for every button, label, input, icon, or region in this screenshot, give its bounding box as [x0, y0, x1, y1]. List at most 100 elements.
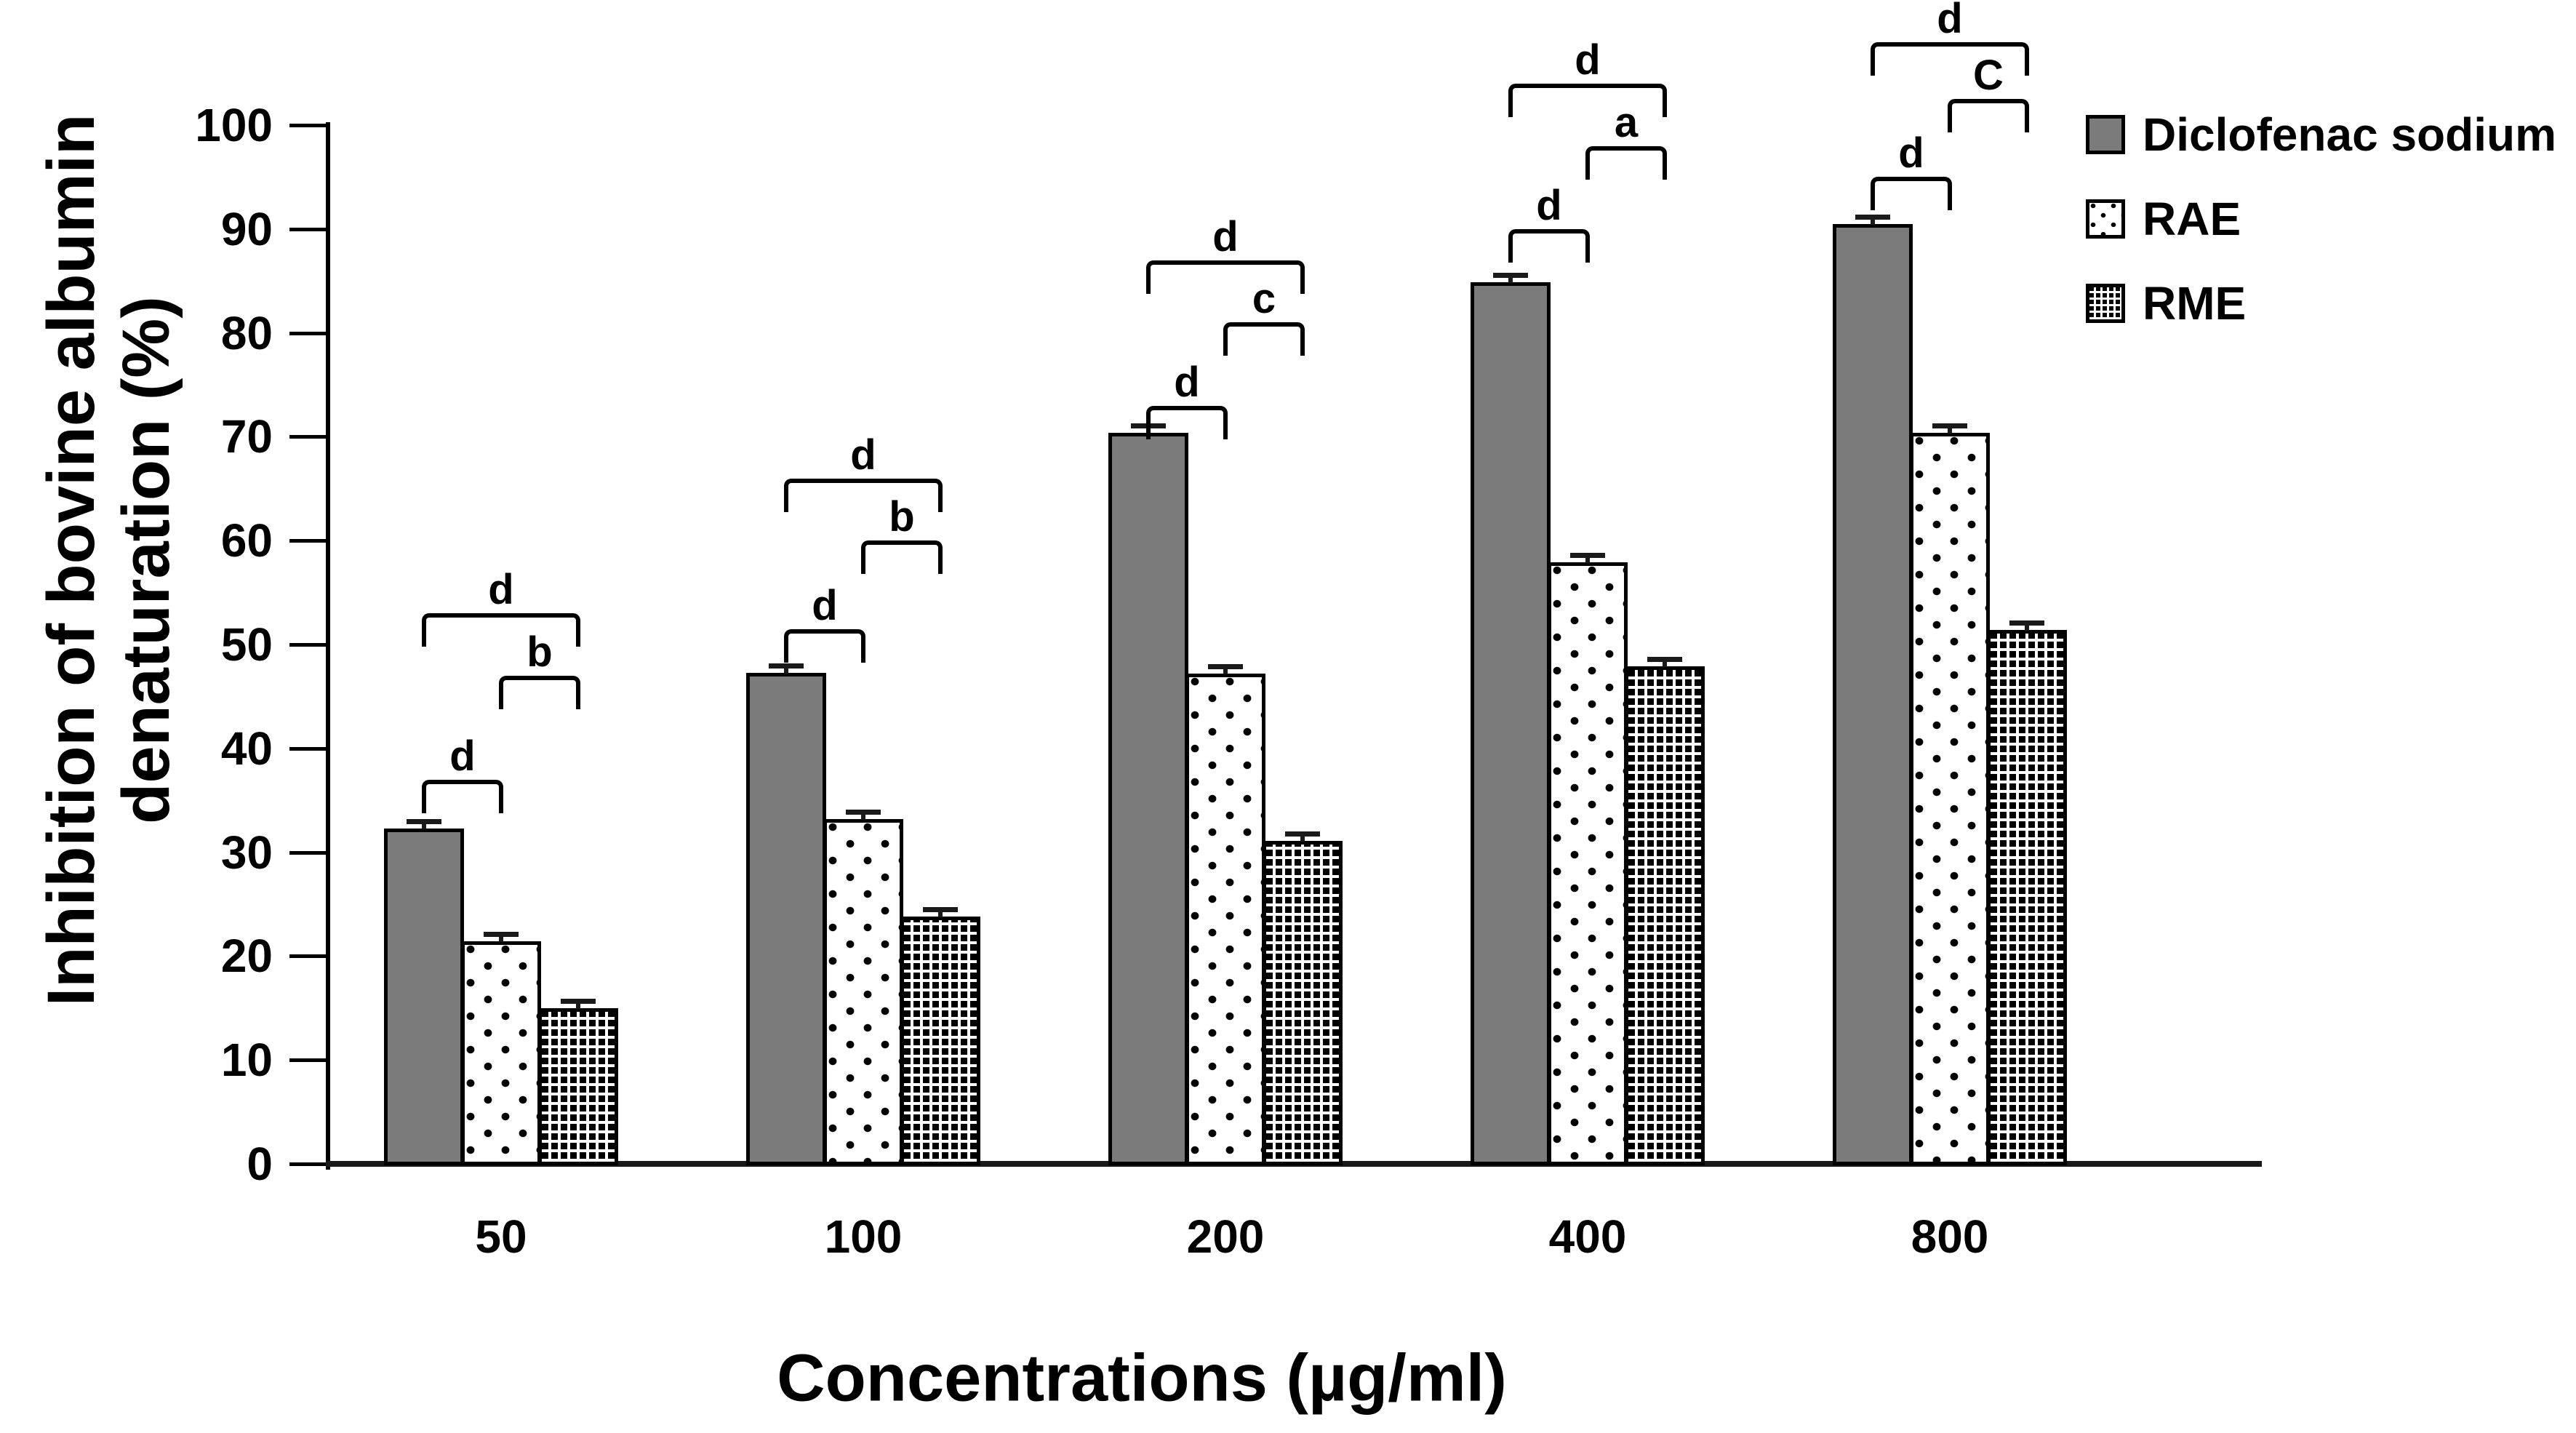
bar-rme-800: [1987, 630, 2067, 1165]
bracket-letter-800-d-14: d: [1937, 0, 1963, 42]
bracket-letter-200-c-7: c: [1252, 275, 1276, 323]
error-bar-whisker-rae-200: [1223, 663, 1228, 674]
y-tick-label-40: 40: [220, 722, 273, 775]
legend: Diclofenac sodium RAE RME: [2086, 108, 2556, 330]
y-tick-mark-90: [289, 227, 330, 231]
significance-bracket-400-02: [1508, 83, 1667, 117]
bar-rae-100: [823, 818, 903, 1165]
bar-rae-800: [1910, 432, 1990, 1165]
error-bar-whisker-rae-400: [1585, 553, 1590, 564]
legend-swatch-rae: [2086, 199, 2125, 239]
y-tick-label-0: 0: [247, 1138, 273, 1190]
error-bar-whisker-rme-200: [1300, 831, 1305, 842]
bar-diclofenac-sodium-800: [1833, 223, 1913, 1165]
error-bar-whisker-rme-800: [2025, 620, 2029, 631]
y-tick-label-100: 100: [195, 99, 273, 151]
error-bar-whisker-rae-50: [499, 932, 503, 943]
bracket-letter-800-d-12: d: [1898, 129, 1924, 177]
x-tick-label-800: 800: [1911, 1210, 1989, 1263]
error-bar-whisker-rme-400: [1663, 656, 1667, 667]
y-tick-label-20: 20: [220, 930, 273, 983]
bar-rme-200: [1263, 840, 1343, 1165]
y-tick-label-10: 10: [220, 1034, 273, 1087]
legend-item-rme: RME: [2086, 276, 2556, 330]
bar-rme-50: [538, 1007, 618, 1165]
y-axis-line: [326, 122, 330, 1170]
y-tick-mark-100: [289, 124, 330, 127]
bar-diclofenac-sodium-400: [1471, 282, 1551, 1165]
bracket-letter-200-d-6: d: [1174, 358, 1200, 406]
error-bar-whisker-diclofenac-sodium-100: [784, 663, 788, 674]
bracket-letter-100-d-5: d: [850, 431, 876, 479]
legend-label-rme: RME: [2143, 277, 2247, 330]
y-tick-label-30: 30: [220, 826, 273, 879]
bar-rae-50: [461, 941, 541, 1165]
legend-item-rae: RAE: [2086, 192, 2556, 246]
error-bar-whisker-rme-100: [938, 907, 943, 918]
error-bar-whisker-diclofenac-sodium-800: [1871, 214, 1875, 225]
y-tick-mark-70: [289, 435, 330, 439]
significance-bracket-50-12: [499, 675, 580, 709]
bracket-letter-400-a-10: a: [1614, 98, 1639, 146]
y-tick-label-50: 50: [220, 618, 273, 671]
significance-bracket-200-01: [1146, 405, 1228, 439]
bar-diclofenac-sodium-200: [1108, 432, 1188, 1165]
bar-rae-200: [1185, 673, 1265, 1165]
significance-bracket-100-02: [784, 478, 943, 512]
y-tick-label-70: 70: [220, 410, 273, 463]
significance-bracket-200-02: [1146, 260, 1305, 294]
y-tick-mark-0: [289, 1162, 330, 1166]
bar-rme-100: [900, 917, 980, 1165]
bracket-letter-100-d-3: d: [812, 581, 838, 629]
y-tick-mark-80: [289, 331, 330, 335]
error-bar-whisker-rae-800: [1948, 423, 1952, 434]
error-bar-whisker-diclofenac-sodium-50: [422, 818, 426, 829]
legend-label-rae: RAE: [2143, 193, 2241, 245]
x-axis-title: Concentrations (µg/ml): [777, 1341, 1507, 1416]
significance-bracket-50-02: [422, 613, 580, 647]
legend-swatch-diclofenac-sodium: [2086, 115, 2125, 154]
significance-bracket-800-02: [1871, 41, 2029, 76]
error-bar-whisker-rae-100: [861, 809, 865, 820]
significance-bracket-200-12: [1223, 322, 1305, 356]
y-tick-label-60: 60: [220, 514, 273, 567]
y-tick-label-80: 80: [220, 306, 273, 359]
significance-bracket-50-01: [422, 779, 503, 813]
y-tick-mark-20: [289, 954, 330, 959]
error-bar-whisker-rme-50: [576, 998, 580, 1009]
bracket-letter-800-C-13: C: [1973, 52, 2004, 100]
legend-swatch-rme: [2086, 284, 2125, 323]
bar-diclofenac-sodium-50: [384, 828, 464, 1165]
y-tick-mark-10: [289, 1058, 330, 1063]
significance-bracket-400-01: [1508, 228, 1590, 263]
bracket-letter-50-b-1: b: [527, 628, 553, 676]
x-tick-label-50: 50: [475, 1210, 527, 1263]
bracket-letter-100-b-4: b: [889, 493, 915, 541]
y-tick-mark-60: [289, 539, 330, 543]
significance-bracket-800-01: [1871, 177, 1952, 211]
y-axis-title-line1: Inhibition of bovine albumin: [33, 113, 108, 1007]
bracket-letter-400-d-11: d: [1575, 36, 1601, 84]
bracket-letter-50-d-2: d: [488, 566, 514, 614]
x-tick-label-200: 200: [1186, 1210, 1265, 1263]
significance-bracket-800-12: [1948, 99, 2029, 133]
significance-bracket-400-12: [1585, 145, 1667, 180]
bar-diclofenac-sodium-100: [746, 672, 826, 1165]
significance-bracket-100-12: [861, 540, 943, 575]
bracket-letter-200-d-8: d: [1212, 212, 1239, 260]
bracket-letter-50-d-0: d: [449, 732, 476, 780]
bar-rme-400: [1625, 666, 1705, 1165]
y-tick-mark-50: [289, 643, 330, 647]
bar-rae-400: [1548, 562, 1628, 1165]
bracket-letter-400-d-9: d: [1536, 181, 1562, 229]
x-tick-label-400: 400: [1548, 1210, 1627, 1263]
error-bar-whisker-diclofenac-sodium-400: [1508, 272, 1513, 283]
y-tick-mark-30: [289, 850, 330, 855]
legend-item-diclofenac-sodium: Diclofenac sodium: [2086, 108, 2556, 161]
significance-bracket-100-01: [784, 628, 865, 663]
y-tick-mark-40: [289, 746, 330, 751]
x-tick-label-100: 100: [824, 1210, 903, 1263]
legend-label-diclofenac-sodium: Diclofenac sodium: [2143, 108, 2556, 161]
y-tick-label-90: 90: [220, 202, 273, 255]
